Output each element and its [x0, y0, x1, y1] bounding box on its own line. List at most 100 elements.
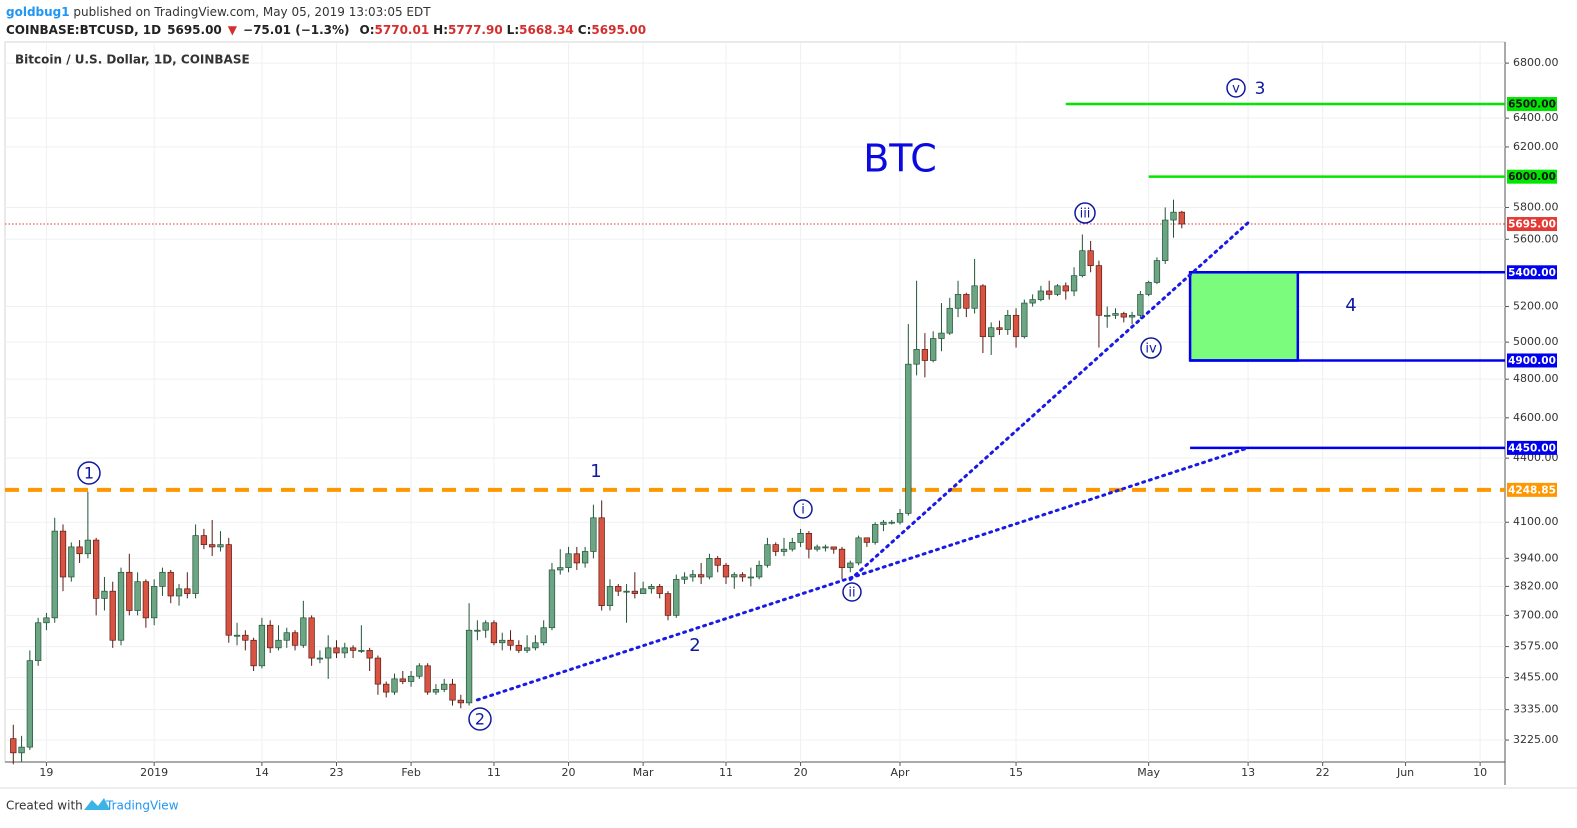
- wave-circle: [1140, 337, 1162, 359]
- candle-body: [1120, 313, 1127, 318]
- candle-body: [457, 699, 464, 704]
- y-tick-label: 5200.00: [1513, 300, 1559, 313]
- candle-body: [441, 683, 448, 690]
- candle-body: [1012, 314, 1020, 338]
- candle-body: [1145, 282, 1152, 295]
- ohlc-value: 5668.34: [519, 23, 574, 37]
- candle-body: [1128, 314, 1136, 318]
- y-tick-label: 6400.00: [1513, 111, 1559, 124]
- wave-circle: [793, 499, 813, 519]
- candle-body: [946, 307, 953, 334]
- candle-body: [275, 639, 282, 649]
- candle-body: [565, 553, 572, 568]
- price-label: 5695.00: [1508, 219, 1556, 231]
- candle-body: [1021, 302, 1028, 338]
- published: published on TradingView.com, May 05, 20…: [70, 5, 432, 19]
- candle-body: [822, 546, 829, 549]
- y-tick-label: 3455.00: [1513, 671, 1559, 684]
- candle-body: [26, 660, 34, 748]
- candle-body: [581, 551, 589, 564]
- candle-body: [424, 665, 431, 693]
- candle-body: [167, 571, 174, 597]
- candle-body: [780, 548, 788, 552]
- candle-body: [250, 639, 257, 667]
- y-tick-label: 3820.00: [1513, 579, 1559, 592]
- candle-body: [896, 513, 904, 523]
- candle-body: [681, 576, 688, 580]
- y-tick-label: 5000.00: [1513, 335, 1559, 348]
- candle-body: [648, 586, 655, 590]
- candle-body: [664, 593, 672, 616]
- candle-body: [557, 567, 564, 571]
- ohlc-label: O:: [360, 23, 375, 37]
- y-tick-label: 5600.00: [1513, 232, 1559, 245]
- candle-body: [797, 533, 804, 543]
- candle-body: [374, 657, 382, 685]
- candle-body: [217, 544, 224, 548]
- price: 5695.00: [167, 23, 222, 37]
- footer-brand[interactable]: TradingView: [105, 799, 179, 813]
- candle-body: [706, 558, 713, 578]
- candle-body: [921, 349, 929, 361]
- candle-body: [1170, 211, 1177, 221]
- candle-body: [731, 574, 738, 578]
- candle-body: [76, 546, 83, 555]
- candle-body: [1004, 314, 1011, 330]
- candle-body: [474, 629, 481, 632]
- candle-body: [1054, 285, 1061, 295]
- candle-body: [465, 629, 473, 704]
- price-label: 4248.85: [1508, 484, 1556, 496]
- x-tick-label: 14: [255, 766, 269, 779]
- wave-label: 3: [1255, 79, 1266, 99]
- candle-body: [532, 642, 539, 649]
- candle-body: [109, 590, 116, 641]
- candle-body: [416, 665, 423, 677]
- candle-body: [523, 647, 531, 651]
- wave-label: 1: [590, 461, 601, 482]
- x-tick-label: 22: [1316, 766, 1330, 779]
- candle-body: [814, 546, 821, 550]
- candle-body: [300, 617, 307, 646]
- wave-label: i: [801, 503, 805, 518]
- ohlc-label: H:: [433, 23, 448, 37]
- candle-body: [316, 657, 324, 660]
- ohlc-value: 5770.01: [375, 23, 430, 37]
- candle-body: [764, 544, 771, 566]
- candle-body: [855, 537, 862, 564]
- ohlc-value: 5695.00: [591, 23, 646, 37]
- candle-body: [175, 588, 183, 597]
- price-label-bg: [1507, 440, 1557, 455]
- candle-body: [673, 578, 680, 616]
- candle-body: [258, 624, 266, 667]
- candle-body: [159, 571, 166, 587]
- x-tick-label: 15: [1009, 766, 1023, 779]
- candle-body: [830, 546, 837, 550]
- candle-body: [590, 517, 597, 552]
- chart-title: Bitcoin / U.S. Dollar, 1D, COINBASE: [15, 53, 250, 67]
- wave-label: 2: [475, 710, 485, 729]
- price-label: 4900.00: [1508, 355, 1556, 367]
- wave-label: BTC: [863, 137, 937, 181]
- ohlc-label: L:: [507, 23, 519, 37]
- price-label-bg: [1507, 169, 1557, 184]
- x-tick-label: Apr: [891, 766, 911, 779]
- candle-body: [573, 553, 580, 564]
- ohlc-line: COINBASE:BTCUSD, 1D 5695.00 ▼ −75.01 (−1.3%…: [6, 23, 646, 37]
- user[interactable]: goldbug1: [6, 5, 70, 19]
- candle-body: [117, 571, 125, 641]
- candle-body: [1079, 250, 1086, 277]
- candle-body: [838, 548, 846, 568]
- wave-circle: [1226, 78, 1246, 98]
- footer-created: Created with: [6, 799, 83, 813]
- price-label: 6000.00: [1508, 171, 1556, 183]
- candle-body: [689, 574, 696, 578]
- candle-body: [242, 634, 249, 641]
- candle-body: [1112, 313, 1119, 316]
- candle-body: [1029, 299, 1036, 304]
- candle-body: [722, 564, 730, 578]
- price-label-bg: [1507, 353, 1557, 368]
- candle-body: [1037, 290, 1045, 300]
- candle-body: [697, 574, 705, 578]
- candle-body: [1062, 285, 1069, 292]
- candle-body: [988, 327, 995, 338]
